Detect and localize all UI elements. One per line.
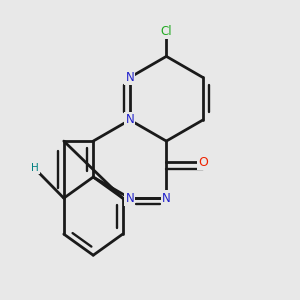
Text: N: N xyxy=(125,192,134,205)
Text: O: O xyxy=(198,156,208,169)
Text: N: N xyxy=(162,192,171,205)
Text: N: N xyxy=(125,71,134,84)
Text: H: H xyxy=(31,164,39,173)
Text: Cl: Cl xyxy=(160,25,172,38)
Text: N: N xyxy=(125,113,134,127)
